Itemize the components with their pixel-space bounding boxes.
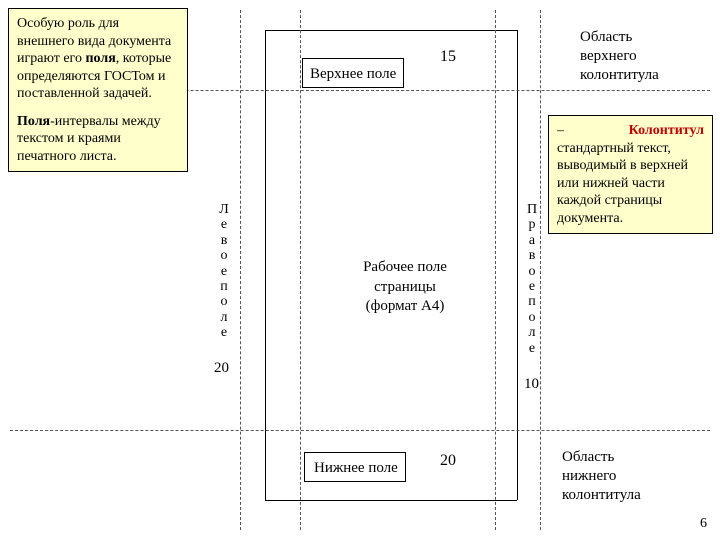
- bottom-field-label-box: [304, 452, 406, 482]
- left-field-vertical: Левоеполе: [217, 202, 231, 341]
- info-para-1: Особую роль для внешнего вида документа …: [17, 15, 179, 103]
- footer-area-label: Область нижнего колонтитула: [562, 448, 641, 504]
- diagram-stage: Особую роль для внешнего вида документа …: [0, 0, 720, 540]
- right-margin-value: 10: [524, 376, 539, 393]
- text: Область: [580, 28, 659, 47]
- left-margin-value: 20: [214, 360, 229, 377]
- page-bottom-edge: [265, 500, 517, 501]
- kolontitul-term: Колонтитул: [629, 122, 704, 140]
- top-field-label-box: [302, 58, 404, 88]
- guide-left-outer: [240, 10, 241, 530]
- text: Рабочее поле: [340, 258, 470, 278]
- right-field-vertical: Правоеполе: [525, 202, 539, 356]
- header-area-label: Область верхнего колонтитула: [580, 28, 659, 84]
- text: нижнего: [562, 467, 641, 486]
- bold-term: поля: [85, 51, 115, 66]
- kolontitul-box: Колонтитул – стандартный текст, выводимы…: [548, 115, 713, 234]
- bold-term: Поля: [17, 114, 50, 129]
- page-number: 6: [700, 516, 707, 532]
- guide-right-margin: [495, 10, 496, 530]
- top-margin-value: 15: [440, 48, 456, 66]
- info-box-fields: Особую роль для внешнего вида документа …: [8, 8, 188, 172]
- guide-right-outer: [540, 10, 541, 530]
- text: верхнего: [580, 47, 659, 66]
- guide-left-margin: [300, 10, 301, 530]
- page-top-edge: [265, 30, 517, 31]
- text: колонтитула: [580, 66, 659, 85]
- text: Область: [562, 448, 641, 467]
- work-area-label: Рабочее поле страницы (формат А4): [340, 258, 470, 317]
- text: колонтитула: [562, 486, 641, 505]
- guide-bottom-margin: [10, 430, 710, 431]
- text: (формат А4): [340, 297, 470, 317]
- bottom-margin-value: 20: [440, 452, 456, 470]
- text: страницы: [340, 278, 470, 298]
- info-para-2: Поля-интервалы между текстом и краями пе…: [17, 113, 179, 166]
